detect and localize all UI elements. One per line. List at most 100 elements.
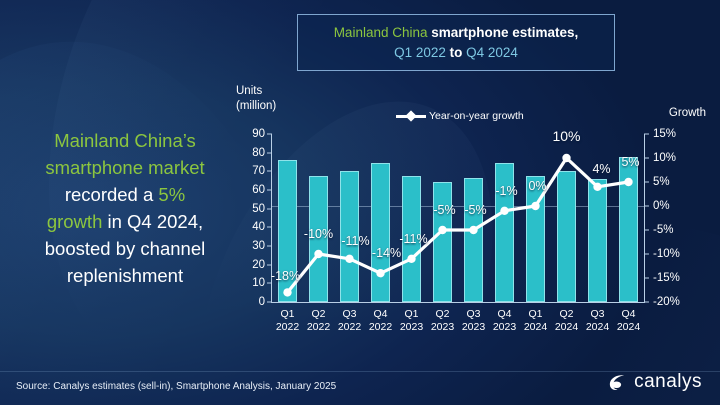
title-part-subject: smartphone estimates, bbox=[427, 24, 579, 40]
y-axis-title-line1: Units bbox=[236, 85, 263, 97]
y-axis-tick-label: 20 bbox=[252, 258, 265, 271]
growth-data-label: -5% bbox=[433, 203, 456, 217]
chart-title-box: Mainland China smartphone estimates, Q1 … bbox=[297, 14, 615, 71]
headline-growth-value: 5% bbox=[158, 184, 186, 205]
title-part-end-quarter: Q4 2024 bbox=[466, 44, 518, 60]
y2-axis-tick-mark bbox=[644, 157, 649, 159]
chart-bar[interactable] bbox=[277, 160, 298, 302]
growth-data-label: -11% bbox=[341, 233, 370, 248]
y-axis-tick-mark bbox=[267, 264, 272, 266]
chart-bar[interactable] bbox=[494, 162, 515, 302]
y-axis-tick-label: 40 bbox=[252, 221, 265, 234]
legend-label-growth: Year-on-year growth bbox=[429, 110, 524, 122]
y2-axis-tick-label: -5% bbox=[653, 224, 674, 236]
growth-data-label: -11% bbox=[399, 231, 428, 246]
growth-data-label: -1% bbox=[495, 183, 518, 198]
chart-title: Mainland China smartphone estimates, Q1 … bbox=[334, 23, 579, 63]
growth-data-label: -14% bbox=[371, 246, 402, 261]
headline-line-6: replenishment bbox=[66, 265, 184, 286]
chart-bar[interactable] bbox=[308, 176, 329, 302]
y-axis-tick-mark bbox=[267, 133, 272, 135]
canalys-logo: canalys bbox=[606, 371, 702, 393]
chart-bar[interactable] bbox=[370, 162, 391, 302]
y2-axis-tick-label: -15% bbox=[653, 272, 680, 284]
growth-line-path bbox=[285, 156, 631, 294]
y2-axis-title: Growth bbox=[668, 107, 706, 119]
y2-axis-tick-label: 5% bbox=[653, 176, 670, 188]
x-axis-tick-label: Q1 2023 bbox=[399, 308, 424, 333]
source-note: Source: Canalys estimates (sell-in), Sma… bbox=[16, 381, 337, 392]
y2-axis-tick-label: -10% bbox=[653, 248, 680, 260]
y2-axis-tick-label: 10% bbox=[653, 152, 677, 164]
growth-data-point[interactable] bbox=[531, 201, 540, 211]
growth-data-point[interactable] bbox=[314, 249, 323, 259]
x-axis-tick-label: Q4 2024 bbox=[616, 308, 641, 333]
chart-bar[interactable] bbox=[401, 176, 422, 302]
y2-axis-tick-mark bbox=[644, 301, 649, 303]
headline-line-1: Mainland China’s bbox=[54, 130, 196, 151]
y-axis-tick-label: 30 bbox=[252, 240, 265, 252]
title-part-to: to bbox=[445, 44, 467, 60]
growth-data-point[interactable] bbox=[469, 225, 478, 235]
y-axis-tick-mark bbox=[267, 226, 272, 228]
footer-divider bbox=[0, 371, 720, 372]
x-axis-tick-label: Q3 2024 bbox=[585, 308, 610, 333]
title-part-start-quarter: Q1 2022 bbox=[394, 44, 446, 60]
y-axis-tick-label: 10 bbox=[252, 277, 265, 290]
y2-axis-tick-mark bbox=[644, 277, 649, 279]
y2-axis-tick-mark bbox=[644, 133, 649, 135]
growth-data-point[interactable] bbox=[562, 153, 571, 163]
chart-bar[interactable] bbox=[556, 171, 577, 302]
x-axis-tick-label: Q4 2022 bbox=[368, 308, 393, 333]
y2-axis-tick-mark bbox=[644, 229, 649, 231]
y-axis-title-line2: (million) bbox=[236, 100, 277, 112]
x-axis-tick-label: Q2 2024 bbox=[554, 308, 579, 333]
growth-data-label: -5% bbox=[464, 203, 487, 217]
chart-bar[interactable] bbox=[463, 177, 484, 302]
growth-data-point[interactable] bbox=[376, 269, 385, 278]
growth-data-point[interactable] bbox=[593, 182, 602, 191]
growth-data-point[interactable] bbox=[345, 254, 354, 263]
y-axis-tick-mark bbox=[267, 245, 272, 247]
growth-data-label: -10% bbox=[303, 227, 334, 241]
headline-line-4a: growth bbox=[46, 211, 103, 232]
headline-line-2: smartphone market bbox=[45, 157, 205, 178]
chart-bar[interactable] bbox=[587, 178, 608, 302]
headline-text: Mainland China’s smartphone market recor… bbox=[16, 127, 234, 289]
growth-data-point[interactable] bbox=[283, 288, 292, 297]
y-axis-tick-label: 70 bbox=[252, 165, 265, 178]
growth-data-label: -18% bbox=[270, 269, 301, 284]
chart-bar[interactable] bbox=[339, 171, 360, 302]
zero-gridline bbox=[272, 206, 644, 207]
growth-data-label: 0% bbox=[528, 179, 547, 193]
plot-inner: 0 10 20 30 40 50 60 70 80 90 -20% -15% -10% -5% 0% 5% 10… bbox=[252, 128, 680, 333]
growth-data-point[interactable] bbox=[500, 206, 509, 215]
y-axis-title: Units (million) bbox=[236, 84, 276, 114]
x-axis-tick-label: Q1 2022 bbox=[275, 308, 300, 333]
x-axis-tick-label: Q1 2024 bbox=[523, 308, 548, 333]
x-axis-tick-label: Q2 2022 bbox=[306, 308, 331, 333]
x-axis-tick-label: Q2 2023 bbox=[430, 308, 455, 333]
growth-data-point[interactable] bbox=[624, 177, 633, 187]
headline-line-5: boosted by channel bbox=[44, 238, 206, 259]
y-axis-tick-label: 60 bbox=[252, 184, 265, 196]
growth-data-point[interactable] bbox=[438, 225, 447, 235]
title-part-region: Mainland China bbox=[333, 24, 428, 40]
x-axis-tick-label: Q4 2023 bbox=[492, 308, 517, 333]
legend-line-marker-icon bbox=[396, 110, 426, 122]
y-axis-tick-label: 50 bbox=[252, 202, 265, 215]
y-axis-tick-label: 0 bbox=[258, 296, 265, 308]
x-axis-tick-label: Q3 2022 bbox=[337, 308, 362, 333]
chart-bar[interactable] bbox=[618, 157, 639, 302]
x-axis-line bbox=[271, 301, 645, 303]
y2-axis-tick-mark bbox=[644, 181, 649, 183]
canalys-logo-icon bbox=[609, 375, 625, 390]
y2-axis-line bbox=[643, 134, 645, 302]
y2-axis-tick-mark bbox=[644, 253, 649, 255]
chart-bar[interactable] bbox=[432, 181, 453, 302]
chart-area: Units (million) Growth Year-on-year grow… bbox=[228, 84, 708, 354]
canalys-logo-text: canalys bbox=[634, 371, 702, 392]
y-axis-line bbox=[271, 134, 273, 302]
growth-data-point[interactable] bbox=[407, 254, 416, 263]
